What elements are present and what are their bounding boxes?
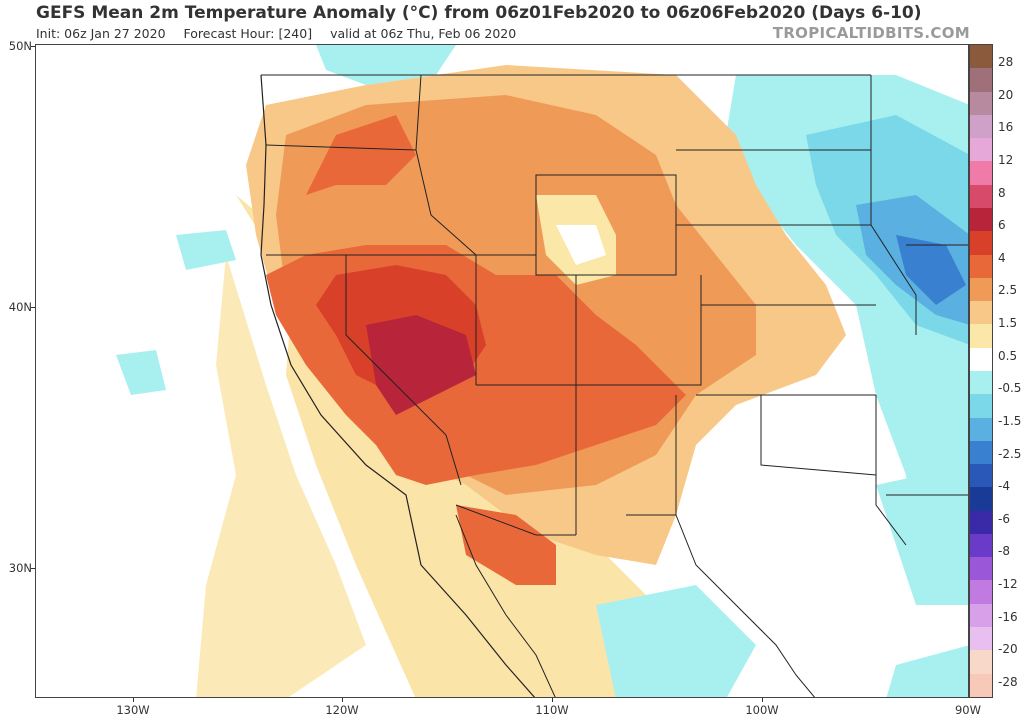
colorbar-label: -2.5 [998,446,1022,461]
colorbar-swatch [970,68,992,92]
colorbar-label: 16 [998,120,1014,135]
lat-tick [31,568,35,569]
colorbar-swatch [970,487,992,511]
lat-tick [31,307,35,308]
colorbar-swatch [970,45,992,69]
colorbar-label: -12 [998,577,1018,592]
lon-label: 130W [116,703,150,717]
colorbar-swatch [970,510,992,534]
anomaly-map [35,44,969,698]
colorbar-swatch [970,347,992,371]
colorbar-label: 6 [998,218,1006,233]
lon-tick [762,698,763,702]
colorbar-label: 20 [998,87,1014,102]
colorbar-swatch [970,603,992,628]
lat-tick [31,46,35,47]
colorbar-swatch [970,114,992,139]
colorbar-swatch [970,161,992,185]
colorbar [969,44,993,698]
baja-coast [455,514,556,697]
colorbar-swatch [970,627,992,651]
colorbar-swatch [970,464,992,488]
lon-tick [342,698,343,702]
colorbar-swatch [970,277,992,302]
state-boundaries [261,74,968,546]
colorbar-label: 1.5 [998,316,1018,331]
lon-label: 90W [954,703,982,717]
forecast-hour: Forecast Hour: [240] [183,26,313,41]
colorbar-swatch [970,138,992,162]
colorbar-swatch [970,580,992,604]
map-canvas [36,45,968,697]
lat-label: 50N [8,39,32,53]
map-subtitle: Init: 06z Jan 27 2020 Forecast Hour: [24… [36,26,530,41]
colorbar-label: -20 [998,642,1018,657]
colorbar-swatch [970,370,992,395]
colorbar-label: -16 [998,609,1018,624]
colorbar-swatch [970,324,992,348]
lon-tick [552,698,553,702]
lat-label: 40N [8,300,32,314]
lon-tick [133,698,134,702]
lon-label: 120W [325,703,359,717]
colorbar-swatch [970,91,992,115]
colorbar-swatch [970,557,992,581]
colorbar-swatch [970,207,992,232]
colorbar-swatch [970,533,992,558]
coastline [260,74,536,697]
colorbar-swatch [970,650,992,674]
colorbar-label: -28 [998,675,1018,689]
brand-watermark: TROPICALTIDBITS.COM [772,24,970,42]
valid-time: valid at 06z Thu, Feb 06 2020 [330,26,517,41]
colorbar-swatch [970,440,992,465]
colorbar-label: 0.5 [998,348,1018,363]
colorbar-label: -6 [998,511,1010,526]
gulf-coast [675,514,815,697]
colorbar-label: 12 [998,152,1014,167]
colorbar-swatch [970,673,992,697]
lon-label: 110W [535,703,569,717]
colorbar-label: 4 [998,250,1006,265]
colorbar-swatch [970,417,992,441]
init-time: Init: 06z Jan 27 2020 [36,26,166,41]
colorbar-label: 2.5 [998,283,1018,298]
colorbar-label: 8 [998,185,1006,200]
colorbar-label: 28 [998,55,1014,69]
colorbar-swatch [970,394,992,418]
map-title: GEFS Mean 2m Temperature Anomaly (°C) fr… [36,3,922,23]
colorbar-label: -1.5 [998,413,1022,428]
colorbar-swatch [970,301,992,325]
lon-label: 100W [745,703,779,717]
lat-label: 30N [8,561,32,575]
colorbar-swatch [970,231,992,255]
colorbar-label: -0.5 [998,381,1022,396]
colorbar-label: -4 [998,479,1010,494]
colorbar-label: -8 [998,544,1010,559]
colorbar-swatch [970,254,992,278]
colorbar-swatch [970,184,992,208]
